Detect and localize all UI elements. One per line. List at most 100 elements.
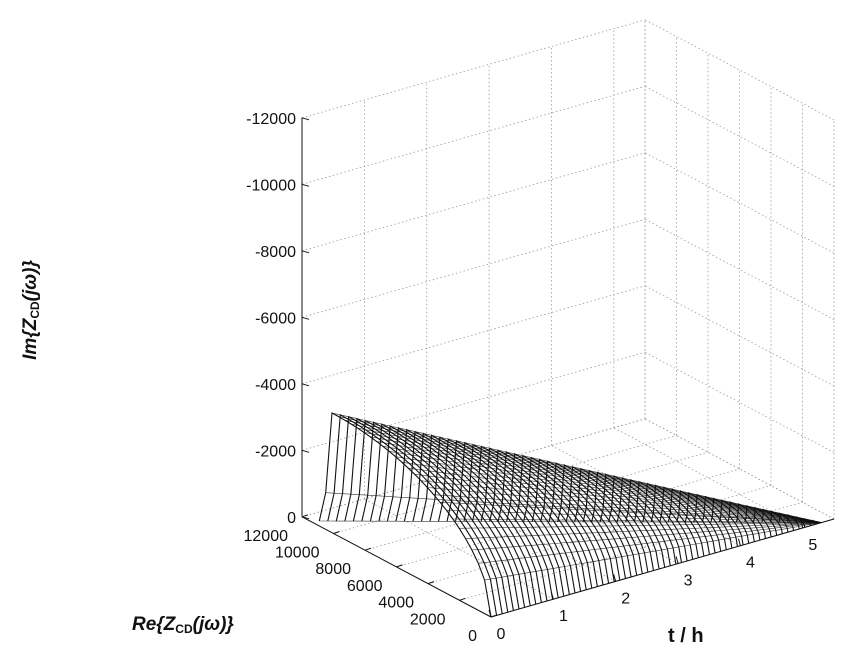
- spectrum-curve: [454, 441, 582, 592]
- tick-layer: 0-2000-4000-6000-8000-10000-120000200040…: [244, 111, 818, 645]
- y-tick-mark: [675, 556, 679, 564]
- frequency-trace: [471, 522, 822, 551]
- frequency-trace: [421, 480, 822, 523]
- z-tick-label: -12000: [246, 111, 296, 128]
- y-tick-label: 2: [621, 590, 630, 607]
- z-tick-label: -2000: [255, 443, 296, 460]
- y-tick-label: 0: [497, 626, 506, 643]
- z-axis-label: Im{ZCD(jω)}: [20, 260, 42, 360]
- x-tick-mark: [427, 581, 435, 585]
- frequency-trace: [370, 436, 822, 523]
- x-axis-label: Re{ZCD(jω)}: [132, 614, 234, 636]
- z-tick-mark: [301, 316, 310, 320]
- frequency-trace: [452, 518, 822, 523]
- frequency-trace: [331, 412, 822, 523]
- x-tick-label: 6000: [347, 578, 383, 595]
- frequency-trace: [401, 462, 822, 523]
- z-tick-mark: [301, 383, 310, 387]
- x-tick-label: 8000: [315, 561, 351, 578]
- z-tick-label: -10000: [246, 177, 296, 194]
- spectrum-curve: [446, 440, 576, 594]
- spectrum-curve: [497, 451, 610, 584]
- grid-line-back-horizontal: [301, 85, 646, 185]
- z-tick-mark: [301, 516, 310, 520]
- spectrum-curve: [650, 484, 711, 555]
- frequency-trace: [319, 520, 822, 523]
- x-tick-mark: [459, 597, 466, 601]
- z-axis-label-suffix: (jω)}: [20, 260, 41, 302]
- frequency-trace: [433, 494, 822, 523]
- y-tick-label: 4: [746, 555, 755, 572]
- spectrum-curve: [667, 488, 722, 552]
- grid-line-side-horizontal: [644, 19, 835, 121]
- x-tick-label: 2000: [410, 611, 446, 628]
- y-tick-mark: [613, 574, 617, 582]
- frequency-trace: [376, 441, 822, 523]
- grid-line-floor-re: [396, 468, 740, 568]
- spectrum-curve: [335, 415, 503, 614]
- spectrum-curve: [471, 445, 593, 589]
- frequency-trace: [414, 474, 822, 523]
- grid-line-side-horizontal: [644, 351, 835, 453]
- spectrum-curve: [412, 432, 554, 600]
- frequency-trace: [446, 510, 822, 523]
- spectrum-curve: [386, 427, 537, 605]
- frequency-trace: [325, 492, 822, 523]
- spectrum-curve: [591, 471, 671, 566]
- grid-line-floor-re: [301, 418, 646, 518]
- frequency-trace: [478, 522, 822, 564]
- spectrum-curve: [344, 417, 509, 613]
- grid-line-back-horizontal: [301, 152, 646, 252]
- spectrum-curve: [531, 458, 632, 578]
- frequency-trace: [490, 522, 822, 618]
- spectrum-curve: [463, 443, 587, 590]
- x-tick-mark: [396, 564, 403, 568]
- frequency-trace: [363, 432, 822, 523]
- x-tick-mark: [301, 514, 309, 518]
- z-axis-label-sub: CD: [28, 301, 42, 319]
- grid-line-back-horizontal: [301, 351, 646, 451]
- x-tick-mark: [333, 531, 340, 534]
- grid-line-back-horizontal: [301, 19, 646, 119]
- spectrum-curve: [361, 421, 520, 610]
- y-axis-label: t / h: [668, 625, 704, 646]
- spectrum-curve: [540, 460, 638, 576]
- z-tick-mark: [301, 449, 310, 453]
- frequency-trace: [382, 446, 822, 523]
- frequency-trace: [395, 456, 822, 523]
- frequency-trace: [344, 419, 822, 523]
- z-tick-label: -4000: [255, 377, 296, 394]
- frequency-trace: [338, 416, 822, 523]
- y-tick-label: 1: [559, 608, 568, 625]
- frequency-trace: [484, 522, 822, 581]
- frequency-trace: [465, 522, 822, 539]
- spectrum-curve: [693, 493, 739, 547]
- frequency-trace: [357, 427, 822, 523]
- x-tick-label: 12000: [244, 528, 289, 545]
- spectrum-curve: [676, 490, 727, 550]
- spectrum-curve: [429, 436, 565, 597]
- x-axis-label-suffix: (jω)}: [193, 614, 235, 635]
- x-axis-label-prefix: Re{Z: [132, 614, 177, 635]
- x-tick-mark: [364, 547, 372, 551]
- spectrum-curve: [403, 430, 548, 602]
- spectrum-curve: [420, 434, 559, 598]
- spectrum-curve: [506, 453, 615, 582]
- z-tick-label: 0: [287, 510, 296, 527]
- x-tick-label: 0: [468, 628, 477, 645]
- grid-line-back-horizontal: [301, 285, 646, 385]
- spectrum-curve: [369, 423, 526, 608]
- frequency-trace: [351, 423, 822, 523]
- frequency-trace: [427, 487, 822, 523]
- spectrum-curve: [514, 454, 621, 581]
- spectrum-curve: [625, 479, 694, 560]
- y-tick-label: 5: [808, 537, 817, 554]
- spectrum-curve: [608, 475, 683, 563]
- frequency-trace: [408, 467, 822, 523]
- spectrum-curve: [523, 456, 627, 579]
- y-tick-mark: [738, 538, 741, 546]
- x-axis-label-sub: CD: [175, 622, 193, 636]
- grid-line-back-horizontal: [301, 218, 646, 318]
- grid-line-floor-re: [364, 451, 709, 551]
